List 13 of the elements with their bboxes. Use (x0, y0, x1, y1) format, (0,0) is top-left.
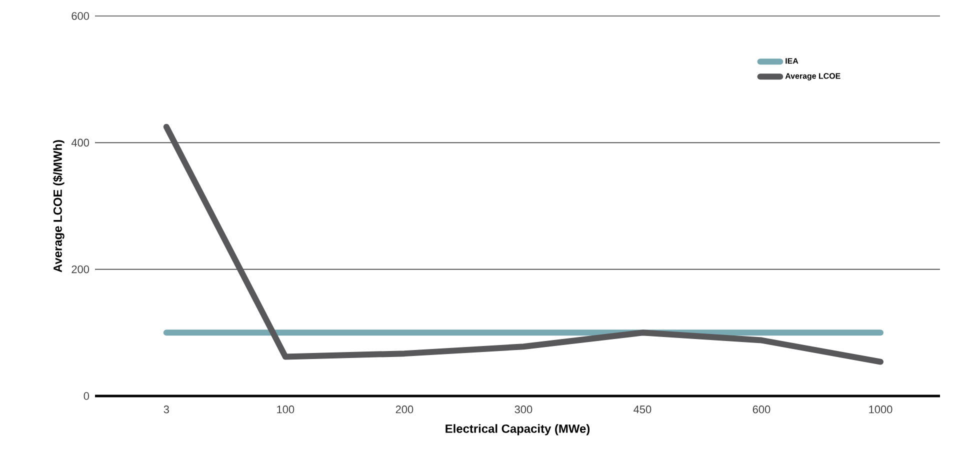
x-tick-label: 450 (634, 406, 652, 414)
x-tick-label: 1000 (869, 406, 892, 414)
y-tick-label: 400 (71, 138, 90, 147)
y-tick-label: 200 (72, 265, 90, 274)
y-tick-label: 0 (84, 392, 90, 400)
x-tick-label: 100 (277, 406, 294, 414)
x-tick-label: 300 (514, 406, 532, 414)
y-axis-title: Average LCOE ($/MWh) (52, 140, 64, 272)
x-tick-label: 200 (396, 406, 414, 414)
y-tick-label: 600 (72, 12, 90, 20)
x-tick-label: 600 (752, 406, 770, 414)
x-axis-title: Electrical Capacity (MWe) (446, 424, 590, 436)
x-tick-label: 3 (164, 406, 169, 414)
